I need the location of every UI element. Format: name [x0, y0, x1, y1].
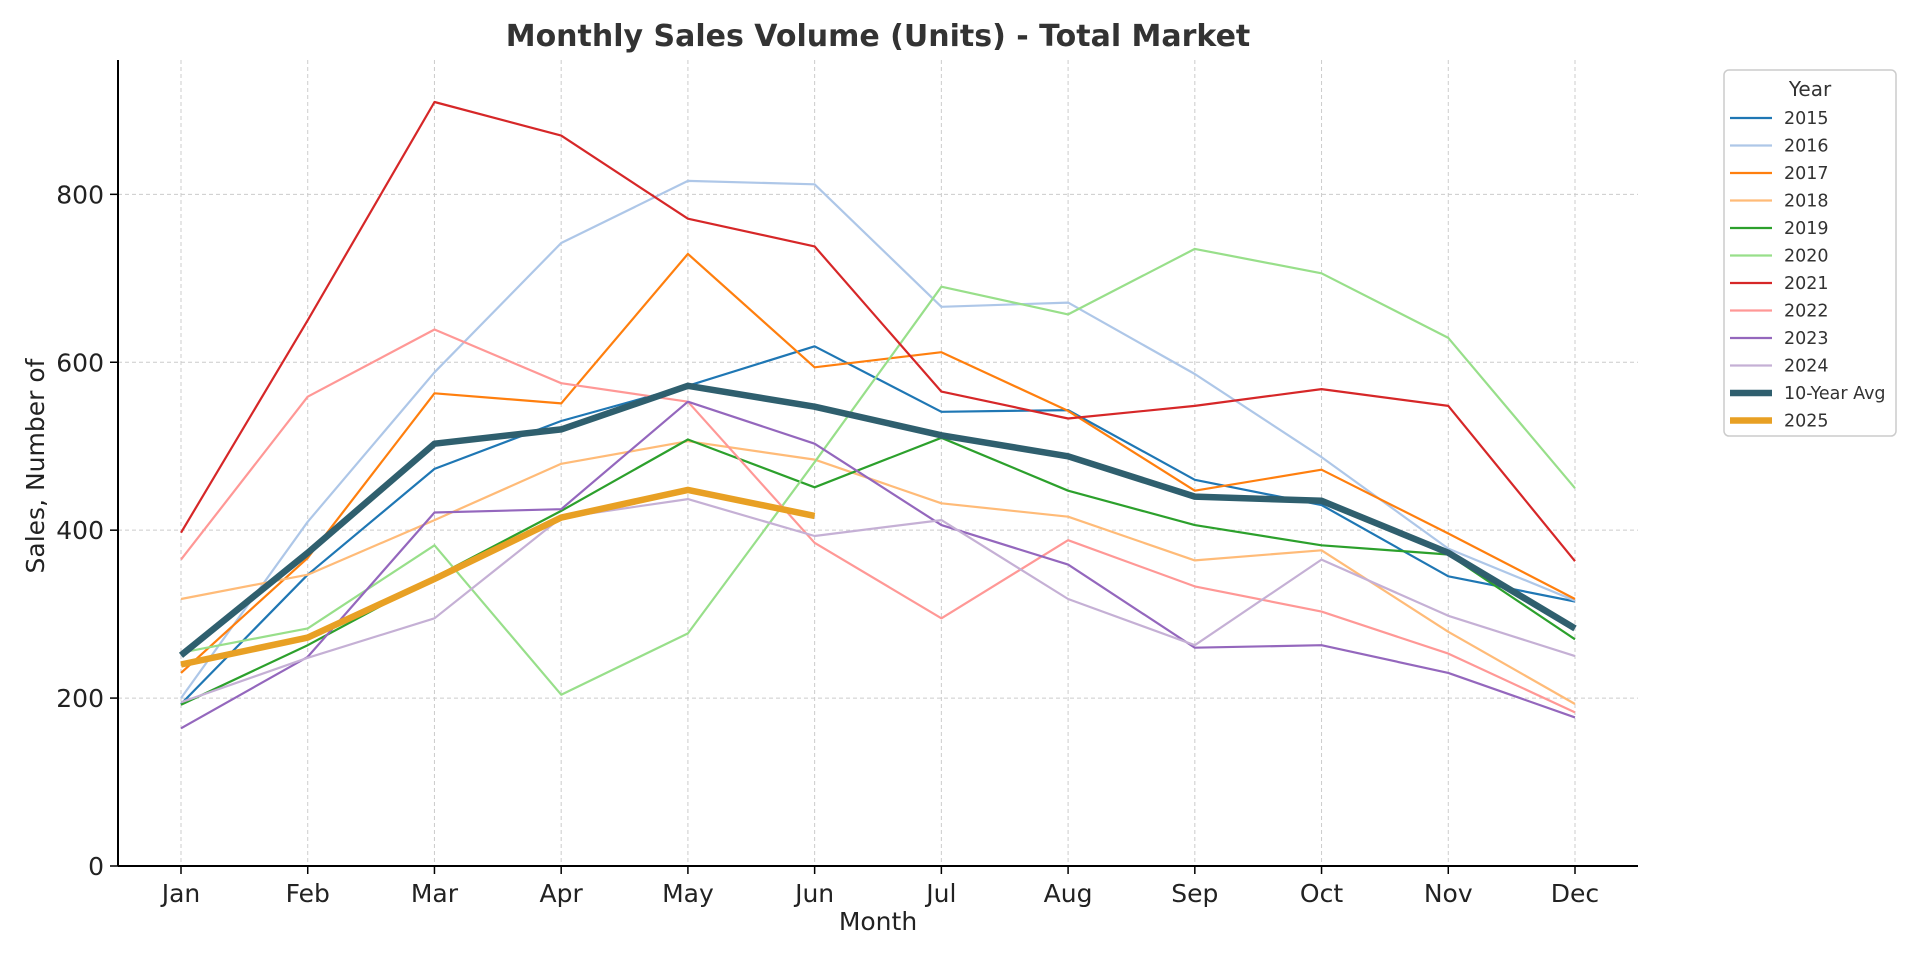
x-tick-label: Sep — [1171, 879, 1218, 908]
legend: Year 2015 2016 2017 2018 2019 2020 2021 2022 202… — [1723, 69, 1897, 437]
x-tick-label: Mar — [411, 879, 459, 908]
x-tick-label: Jun — [793, 879, 834, 908]
chart-title: Monthly Sales Volume (Units) - Total Mar… — [506, 19, 1251, 54]
y-tick-label: 800 — [56, 180, 104, 209]
x-tick-label: Aug — [1044, 879, 1093, 908]
legend-label: 2020 — [1784, 247, 1829, 267]
legend-label: 10-Year Avg — [1784, 384, 1886, 404]
series-line-2022 — [180, 328, 1576, 714]
legend-label: 2022 — [1784, 302, 1829, 322]
series-line-2017 — [180, 252, 1576, 674]
y-tick-label: 200 — [56, 684, 104, 713]
x-tick-label: Nov — [1424, 879, 1473, 908]
legend-items: 2015 2016 2017 2018 2019 2020 2021 2022 2023 2024… — [1730, 109, 1886, 432]
legend-label: 2017 — [1784, 164, 1829, 184]
series-line-2016 — [180, 179, 1576, 699]
x-tick-label: Apr — [540, 879, 584, 908]
legend-label: 2018 — [1784, 192, 1829, 212]
x-tick-label: Dec — [1551, 879, 1599, 908]
x-axis-label: Month — [839, 907, 917, 936]
legend-label: 2021 — [1784, 274, 1829, 294]
y-tick-label: 400 — [56, 516, 104, 545]
series-line-2023 — [180, 400, 1576, 730]
x-tick-label: May — [662, 879, 714, 908]
legend-title: Year — [1788, 77, 1832, 101]
series-line-2018 — [180, 440, 1576, 705]
series-line-2020 — [180, 247, 1576, 696]
grid-lines — [118, 60, 1638, 866]
y-tick-label: 600 — [56, 348, 104, 377]
legend-label: 2016 — [1784, 137, 1829, 157]
series-line-2024 — [180, 498, 1576, 704]
series-line-2015 — [180, 345, 1576, 705]
legend-label: 2024 — [1784, 357, 1829, 377]
legend-label: 2025 — [1784, 412, 1829, 432]
y-axis-label: Sales, Number of — [21, 357, 50, 573]
series-lines — [178, 100, 1577, 730]
x-tick-label: Jul — [924, 879, 956, 908]
series-line-10-year-avg — [178, 382, 1577, 658]
legend-frame — [1723, 69, 1897, 437]
series-line-2021 — [180, 100, 1576, 562]
legend-label: 2015 — [1784, 109, 1829, 129]
legend-label: 2023 — [1784, 329, 1829, 349]
series-line-2025 — [180, 486, 816, 668]
y-tick-label: 0 — [88, 852, 104, 881]
legend-label: 2019 — [1784, 219, 1829, 239]
x-tick-label: Feb — [286, 879, 330, 908]
x-tick-label: Oct — [1300, 879, 1343, 908]
axes: Jan Feb Mar Apr May Jun Jul Aug Sep Oct Nov Dec 0 200… — [56, 60, 1638, 908]
x-tick-label: Jan — [160, 879, 201, 908]
